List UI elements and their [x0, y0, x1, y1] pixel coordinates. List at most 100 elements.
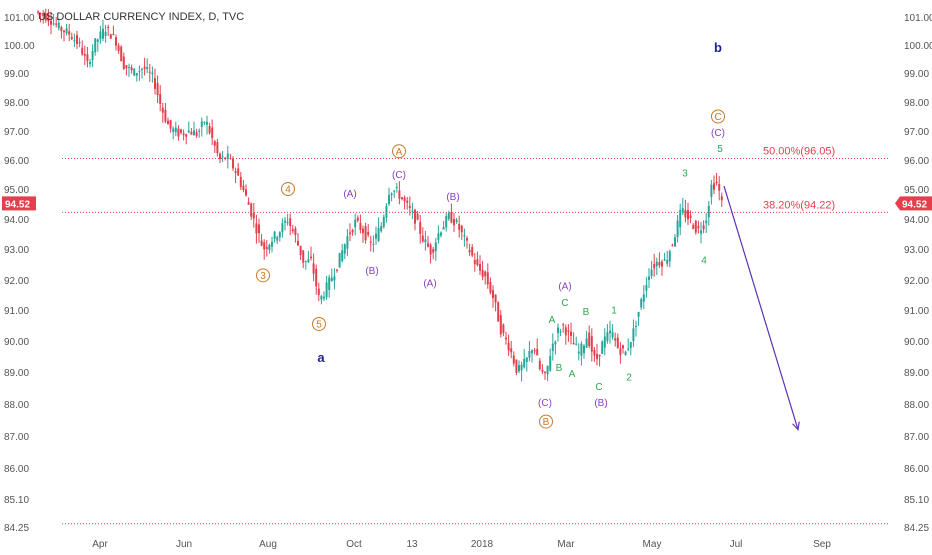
candle-body — [372, 243, 375, 245]
candle-body — [642, 294, 645, 302]
candle-body — [52, 23, 55, 25]
candle-body — [486, 272, 489, 285]
wave-label: (B) — [594, 398, 607, 409]
candle-body — [328, 277, 331, 291]
candle-body — [273, 231, 276, 240]
candle-body — [525, 357, 528, 362]
candle-body — [551, 343, 554, 351]
x-tick-label: Jul — [730, 539, 743, 550]
chart-title: US DOLLAR CURRENCY INDEX, D, TVC — [38, 11, 244, 23]
candle-body — [437, 233, 440, 240]
candle-body — [593, 349, 596, 356]
y-tick-label-right: 86.00 — [904, 464, 929, 475]
y-tick-label-left: 101.00 — [4, 13, 35, 24]
candle-body — [687, 210, 689, 220]
candle-body — [42, 13, 45, 16]
wave-label: (C) — [538, 398, 552, 409]
candle-body — [390, 193, 393, 196]
candle-body — [629, 341, 632, 348]
y-tick-label-right: 97.00 — [904, 127, 929, 138]
candle-body — [419, 221, 422, 234]
candle-body — [377, 227, 380, 241]
candle-body — [226, 153, 229, 160]
candle-body — [611, 332, 614, 338]
candle-body — [403, 197, 406, 202]
candle-body — [702, 225, 705, 230]
candle-body — [265, 247, 268, 249]
candle-body — [466, 237, 468, 241]
y-tick-label-right: 100.00 — [904, 41, 932, 52]
candle-body — [39, 13, 42, 15]
candle-body — [154, 78, 156, 89]
candle-body — [94, 38, 97, 53]
candle-body — [258, 224, 260, 234]
candle-body — [577, 351, 580, 354]
candle-body — [713, 183, 715, 190]
candle-body — [606, 332, 609, 341]
candle-body — [213, 141, 216, 146]
candle-body — [299, 245, 302, 256]
candle-body — [133, 68, 136, 76]
x-tick-label: Apr — [92, 539, 108, 550]
candle-body — [117, 45, 120, 51]
candle-body — [715, 181, 718, 184]
candle-body — [68, 31, 71, 35]
candle-body — [229, 158, 232, 160]
candle-body — [96, 39, 99, 42]
candle-body — [310, 256, 312, 259]
candle-body — [57, 22, 60, 29]
candle-body — [414, 209, 416, 224]
wave-label: A — [569, 369, 576, 380]
candle-body — [143, 66, 146, 69]
candle-body — [65, 28, 68, 34]
candle-body — [445, 216, 448, 228]
candle-body — [499, 315, 502, 335]
projection-layer — [723, 185, 800, 431]
candle-body — [156, 83, 159, 96]
candle-body — [541, 369, 544, 372]
candle-body — [278, 232, 281, 238]
candle-body — [276, 237, 279, 241]
candle-body — [271, 241, 273, 247]
candle-body — [89, 61, 91, 65]
candle-body — [398, 190, 401, 199]
candle-body — [336, 269, 338, 271]
candle-body — [661, 261, 663, 267]
candle-body — [122, 56, 125, 69]
candle-body — [232, 158, 234, 169]
candle-body — [546, 365, 549, 375]
wave-label-circle — [281, 182, 295, 196]
candle-body — [544, 372, 546, 374]
candle-body — [359, 222, 362, 230]
candle-body — [681, 208, 684, 213]
level-label: 50.00%(96.05) — [763, 146, 835, 158]
candle-body — [185, 134, 188, 137]
candle-body — [549, 356, 552, 371]
x-tick-label: Sep — [813, 539, 831, 550]
candle-body — [601, 341, 604, 354]
candle-body — [710, 184, 713, 197]
candle-body — [421, 235, 424, 242]
wave-label-circle — [539, 414, 553, 429]
candle-body — [598, 354, 601, 357]
candle-body — [146, 67, 149, 70]
candle-body — [655, 261, 658, 267]
candle-body — [720, 196, 723, 201]
candle-body — [281, 223, 284, 233]
candle-body — [408, 205, 411, 208]
candle-body — [151, 72, 154, 75]
wave-label: 4 — [701, 255, 707, 266]
x-tick-label: Oct — [346, 539, 362, 550]
candle-body — [380, 226, 383, 232]
y-tick-label-right: 90.00 — [904, 337, 929, 348]
price-badge-left-label: 94.52 — [5, 199, 30, 210]
candle-body — [385, 205, 388, 218]
candle-body — [416, 213, 419, 220]
candle-body — [505, 337, 507, 340]
candle-body — [567, 330, 570, 332]
candle-body — [432, 249, 435, 253]
candle-body — [707, 205, 710, 218]
candle-body — [104, 31, 107, 36]
candle-body — [406, 200, 409, 203]
candle-body — [434, 242, 437, 252]
